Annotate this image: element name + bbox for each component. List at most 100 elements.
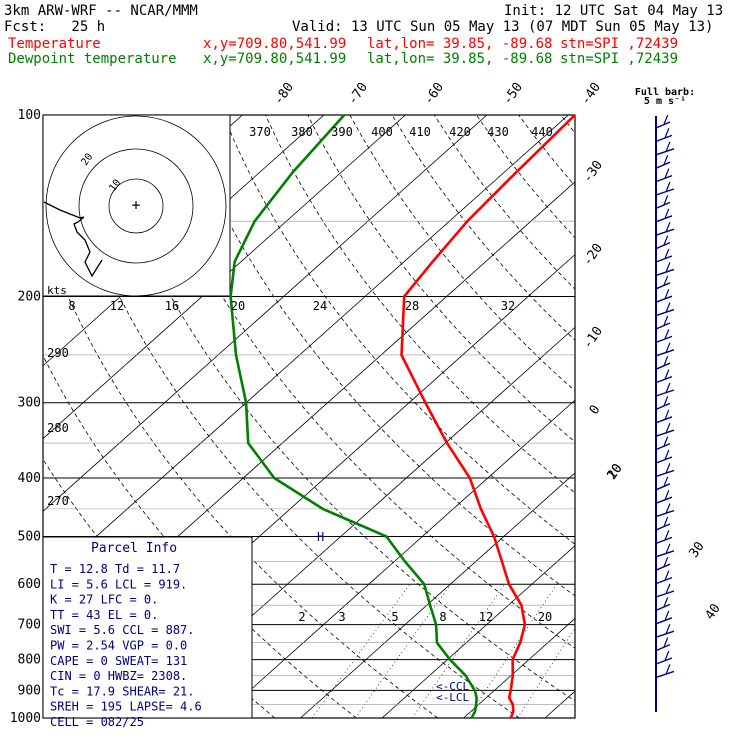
dry-adiabat [349, 115, 575, 392]
wind-barb-flag [663, 637, 669, 648]
wind-barb-flag [665, 302, 671, 313]
isotherm [218, 399, 575, 718]
wind-barb [655, 295, 673, 303]
wind-barb [655, 456, 673, 464]
dry-adiabat-label: 280 [47, 421, 69, 435]
hodograph-box [42, 114, 231, 297]
wind-barb [655, 402, 671, 411]
dry-adiabat-label: 270 [47, 494, 69, 508]
isotherm [708, 115, 740, 718]
wind-barb [655, 121, 671, 129]
wind-barb [655, 228, 675, 236]
legend-dewpoint-xy: x,y=709.80,541.99 [203, 51, 347, 67]
wind-barb-flag [663, 516, 669, 528]
dry-adiabat [518, 115, 575, 187]
temperature-axis-label: -40 [578, 80, 604, 108]
mixing-ratio-top-label: 32 [501, 299, 515, 313]
temperature-axis-label: -60 [421, 80, 447, 108]
dry-adiabat [645, 115, 740, 718]
wind-barb [655, 174, 673, 183]
dry-adiabat [476, 115, 575, 239]
pressure-label: 800 [18, 653, 41, 668]
model-title: 3km ARW-WRF -- NCAR/MMM [4, 3, 198, 19]
wind-barb-flag [665, 503, 671, 514]
mixing-ratio-line [311, 583, 411, 718]
mixing-ratio-top-label: 8 [68, 299, 75, 313]
pressure-label: 900 [18, 683, 41, 698]
wind-barb-flag [665, 664, 671, 675]
wind-barb [655, 389, 675, 397]
parcel-row: SWI = 5.6 CCL = 887. [50, 623, 195, 637]
pressure-label: 500 [18, 529, 41, 544]
wind-barb [655, 241, 671, 250]
legend-dewpoint: Dewpoint temperature [8, 51, 177, 67]
wind-barb [655, 590, 675, 598]
isotherm [381, 545, 575, 718]
parcel-row: CELL = 082/25 [50, 715, 144, 729]
wind-barb [655, 523, 671, 531]
wind-barb-flag [665, 463, 671, 474]
wind-barb [655, 255, 673, 263]
mixing-ratio-label: 20 [538, 610, 552, 624]
wind-barb [655, 215, 673, 223]
wind-barb [655, 335, 673, 344]
dry-adiabat-label: 290 [47, 346, 69, 360]
parcel-row: T = 12.8 Td = 11.7 [50, 562, 180, 576]
hodograph-ring [45, 115, 227, 297]
parcel-row: CAPE = 0 SWEAT= 131 [50, 654, 187, 668]
wind-barb [655, 657, 673, 665]
wind-barb-flag [665, 583, 671, 595]
temperature-axis-label: 10 [604, 461, 625, 482]
theta-label: 410 [409, 125, 431, 139]
mixing-ratio-label: 8 [439, 610, 446, 624]
hodograph-trace [43, 201, 103, 278]
isotherm [43, 115, 569, 585]
mixing-ratio-line [517, 627, 575, 718]
mixing-ratio-top-label: 24 [313, 299, 327, 313]
isotherm [43, 115, 488, 512]
parcel-row: SREH = 195 LAPSE= 4.6 [50, 700, 202, 714]
wind-barb-flag [664, 329, 670, 340]
pressure-label: 1000 [10, 711, 41, 726]
dry-adiabat [391, 115, 575, 341]
isotherm [300, 472, 575, 718]
wind-barb-flag [664, 248, 670, 260]
parcel-row: PW = 2.54 VGP = 0.0 [50, 639, 187, 653]
marker-ccl: <-CCL [436, 680, 469, 693]
wind-barb-flag [663, 315, 669, 327]
temperature-axis-label: 30 [686, 539, 707, 560]
temperature-profile [400, 114, 576, 719]
theta-label: 390 [331, 125, 353, 139]
wind-barb-flag [665, 262, 671, 273]
legend-dewpoint-station: stn=SPI ,72439 [560, 51, 679, 67]
marker-h: H [317, 530, 324, 544]
wind-barb-flag [664, 128, 670, 139]
valid-time: Valid: 13 UTC Sun 05 May 13 (07 MDT Sun … [292, 19, 714, 35]
wind-barb-flag [664, 489, 670, 501]
hodograph-ring [78, 148, 194, 264]
temperature-axis-label: 20 [604, 461, 625, 482]
wind-barb [655, 201, 671, 210]
dry-adiabat [433, 115, 575, 290]
theta-label: 420 [449, 125, 471, 139]
wind-barb-flag [665, 141, 671, 153]
legend-temperature-station: stn=SPI ,72439 [560, 36, 679, 52]
dry-adiabat [560, 115, 575, 134]
wind-barb [655, 603, 671, 612]
wind-barb [655, 282, 671, 290]
wind-barb [655, 496, 673, 504]
wind-barb-flag [663, 195, 669, 206]
temperature-axis-label: -80 [271, 80, 297, 108]
wind-barb-flag [664, 610, 670, 622]
temperature-axis-label: 40 [702, 601, 723, 622]
wind-barb-flag [664, 369, 670, 380]
theta-label: 380 [291, 125, 313, 139]
wind-barb-flag [665, 382, 671, 394]
theta-label: 370 [249, 125, 271, 139]
wind-barb-flag [663, 476, 669, 488]
wind-barb-flag [663, 396, 669, 407]
wind-barb [655, 630, 675, 638]
legend-temperature-xy: x,y=709.80,541.99 [203, 36, 347, 52]
temperature-axis-label: -30 [580, 158, 606, 186]
